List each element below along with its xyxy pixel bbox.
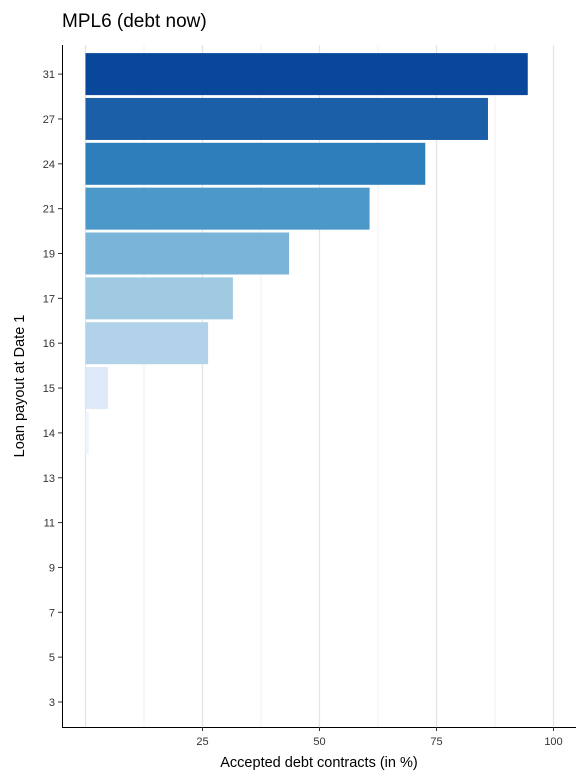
y-tick-label: 7 [49,607,55,619]
y-tick-label: 14 [43,428,55,440]
y-tick-label: 21 [43,204,55,216]
y-tick-label: 19 [43,249,55,261]
y-tick-label: 11 [44,518,55,530]
y-tick-label: 17 [43,293,55,305]
y-tick-label: 13 [43,473,55,485]
bar-27 [85,97,488,140]
y-tick-label: 9 [49,562,55,574]
x-tick-label: 50 [313,736,325,748]
bar-14 [85,411,89,454]
bars [85,53,528,454]
bar-19 [85,232,290,275]
bar-24 [85,142,426,185]
chart-title: MPL6 (debt now) [62,11,207,32]
bar-16 [85,322,209,365]
bar-31 [85,53,528,96]
x-tick-label: 25 [196,736,208,748]
y-axis-title: Loan payout at Date 1 [12,315,28,458]
x-axis-title: Accepted debt contracts (in %) [220,755,417,771]
y-tick-label: 27 [43,114,55,126]
x-tick-label: 100 [544,736,562,748]
tick-labels: 3 5 7 9 11 13 14 15 16 17 19 21 24 27 31 25 50 75 100 [43,69,563,748]
bar-21 [85,187,370,230]
y-tick-label: 3 [49,697,55,709]
y-tick-label: 5 [49,652,55,664]
y-tick-label: 24 [43,159,55,171]
x-tick-label: 75 [430,736,442,748]
y-tick-label: 15 [43,383,55,395]
bar-17 [85,277,233,320]
y-tick-label: 31 [43,69,55,81]
bar-15 [85,367,108,410]
y-tick-label: 16 [43,338,55,350]
